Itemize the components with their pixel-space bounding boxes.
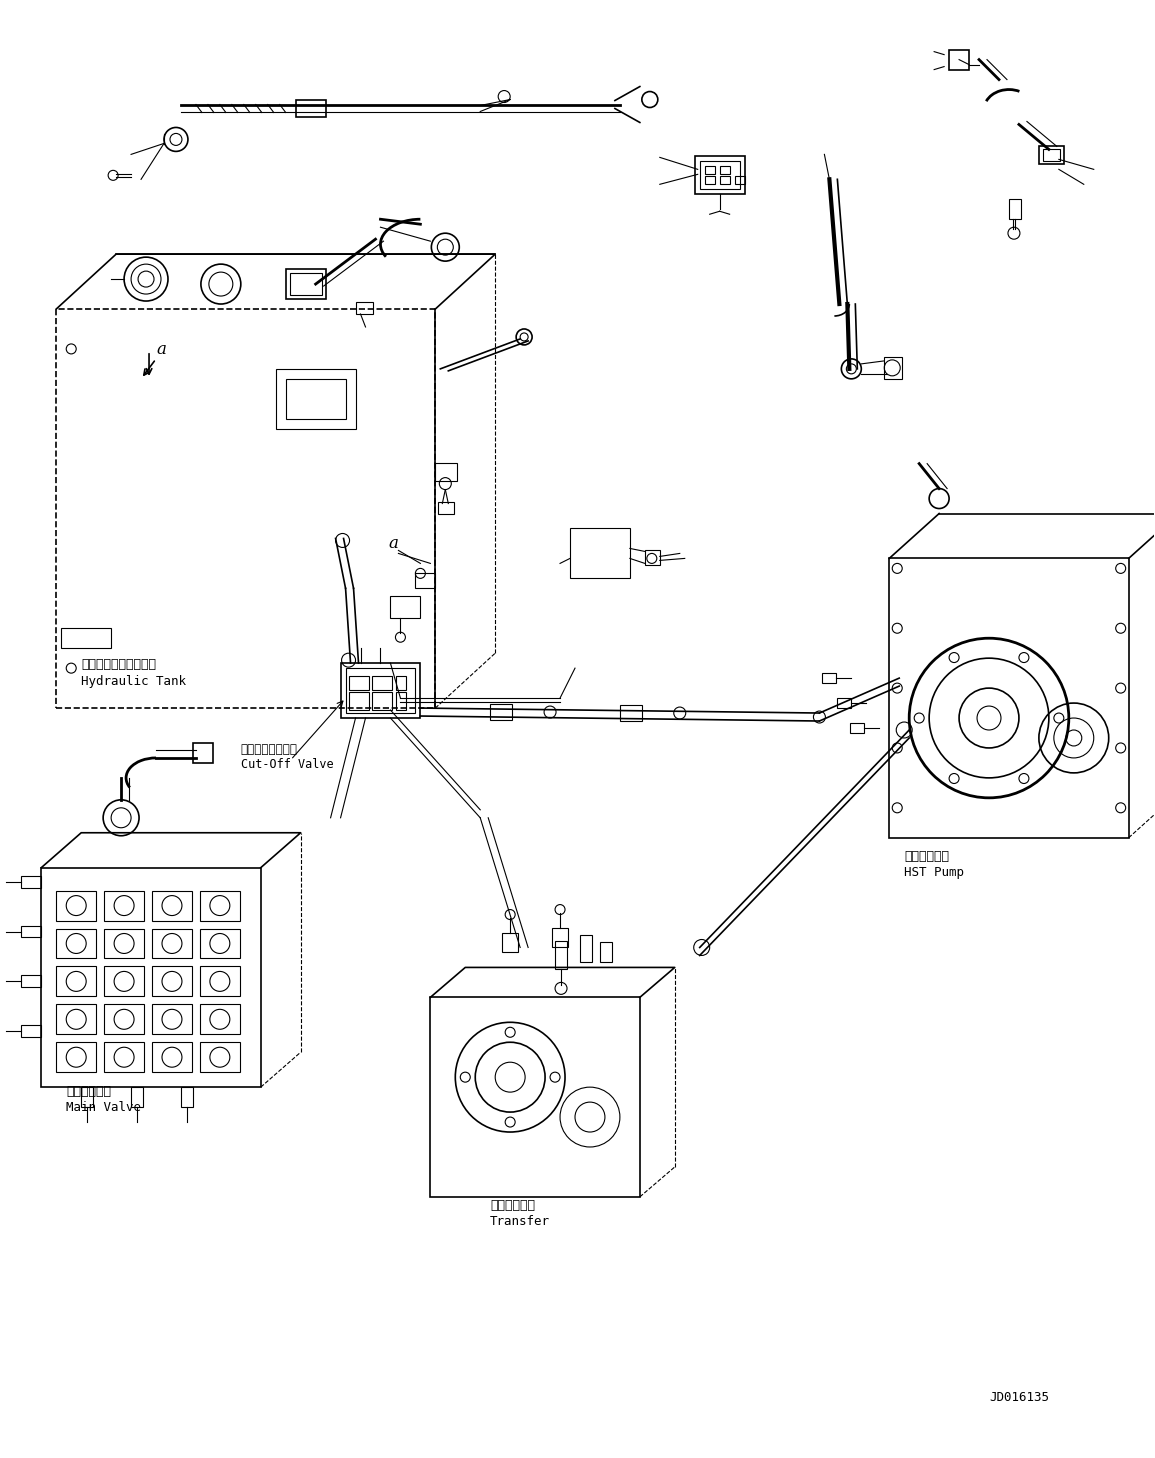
- Bar: [1038, 146, 1064, 165]
- Bar: [81, 1088, 94, 1107]
- Text: カットオフバルブ: カットオフバルブ: [240, 744, 298, 755]
- Bar: [373, 693, 393, 710]
- Bar: [193, 744, 213, 763]
- Bar: [396, 677, 407, 690]
- Bar: [152, 929, 192, 958]
- Text: JD016135: JD016135: [989, 1391, 1049, 1404]
- Bar: [61, 628, 111, 649]
- Bar: [349, 677, 368, 690]
- Bar: [104, 1005, 144, 1034]
- Bar: [705, 166, 715, 175]
- Bar: [57, 1005, 96, 1034]
- Text: メインバルブ: メインバルブ: [66, 1085, 111, 1098]
- Bar: [1009, 200, 1021, 219]
- Bar: [42, 868, 261, 1088]
- Bar: [345, 668, 416, 713]
- Bar: [200, 929, 240, 958]
- Text: Main Valve: Main Valve: [66, 1101, 141, 1114]
- Bar: [285, 270, 326, 299]
- Bar: [580, 935, 593, 962]
- Bar: [396, 693, 407, 710]
- Bar: [571, 528, 629, 579]
- Bar: [57, 967, 96, 996]
- Bar: [620, 706, 642, 722]
- Bar: [21, 975, 42, 987]
- Bar: [700, 162, 739, 190]
- Bar: [104, 891, 144, 920]
- Bar: [57, 309, 435, 709]
- Bar: [356, 302, 373, 313]
- Text: ハイドロリックタンク: ハイドロリックタンク: [81, 658, 156, 671]
- Bar: [822, 674, 836, 684]
- Bar: [152, 1042, 192, 1072]
- Bar: [705, 176, 715, 184]
- Bar: [720, 176, 730, 184]
- Text: ＨＳＴポンプ: ＨＳＴポンプ: [904, 850, 949, 863]
- Bar: [644, 551, 660, 566]
- Bar: [21, 876, 42, 888]
- Bar: [416, 573, 435, 589]
- Bar: [152, 891, 192, 920]
- Bar: [152, 967, 192, 996]
- Bar: [57, 891, 96, 920]
- Bar: [599, 942, 612, 962]
- Text: トランスファ: トランスファ: [490, 1198, 535, 1212]
- Bar: [735, 176, 745, 184]
- Bar: [349, 693, 368, 710]
- Bar: [556, 942, 567, 970]
- Bar: [200, 1042, 240, 1072]
- Bar: [104, 929, 144, 958]
- Bar: [181, 1088, 193, 1107]
- Bar: [21, 1025, 42, 1037]
- Bar: [104, 1042, 144, 1072]
- Bar: [720, 166, 730, 175]
- Bar: [21, 926, 42, 937]
- Bar: [694, 156, 745, 194]
- Bar: [104, 967, 144, 996]
- Bar: [200, 967, 240, 996]
- Bar: [200, 891, 240, 920]
- Bar: [502, 933, 519, 952]
- Bar: [490, 704, 512, 720]
- Bar: [341, 663, 420, 717]
- Text: a: a: [388, 535, 398, 553]
- Bar: [285, 379, 345, 418]
- Bar: [885, 357, 902, 379]
- Bar: [152, 1005, 192, 1034]
- Bar: [552, 927, 568, 948]
- Bar: [200, 1005, 240, 1034]
- Bar: [439, 502, 454, 513]
- Bar: [296, 99, 326, 118]
- Bar: [889, 558, 1128, 838]
- Bar: [949, 50, 969, 70]
- Bar: [850, 723, 864, 733]
- Bar: [57, 929, 96, 958]
- Text: Transfer: Transfer: [490, 1215, 550, 1228]
- Bar: [290, 273, 321, 295]
- Bar: [373, 677, 393, 690]
- Bar: [1043, 149, 1060, 162]
- Bar: [435, 462, 457, 481]
- Bar: [57, 1042, 96, 1072]
- Text: a: a: [156, 341, 166, 357]
- Bar: [837, 698, 851, 709]
- Bar: [276, 369, 356, 429]
- Bar: [431, 997, 640, 1197]
- Text: Hydraulic Tank: Hydraulic Tank: [81, 675, 186, 688]
- Text: Cut-Off Valve: Cut-Off Valve: [240, 758, 334, 771]
- Bar: [390, 596, 420, 618]
- Text: HST Pump: HST Pump: [904, 866, 964, 879]
- Bar: [131, 1088, 143, 1107]
